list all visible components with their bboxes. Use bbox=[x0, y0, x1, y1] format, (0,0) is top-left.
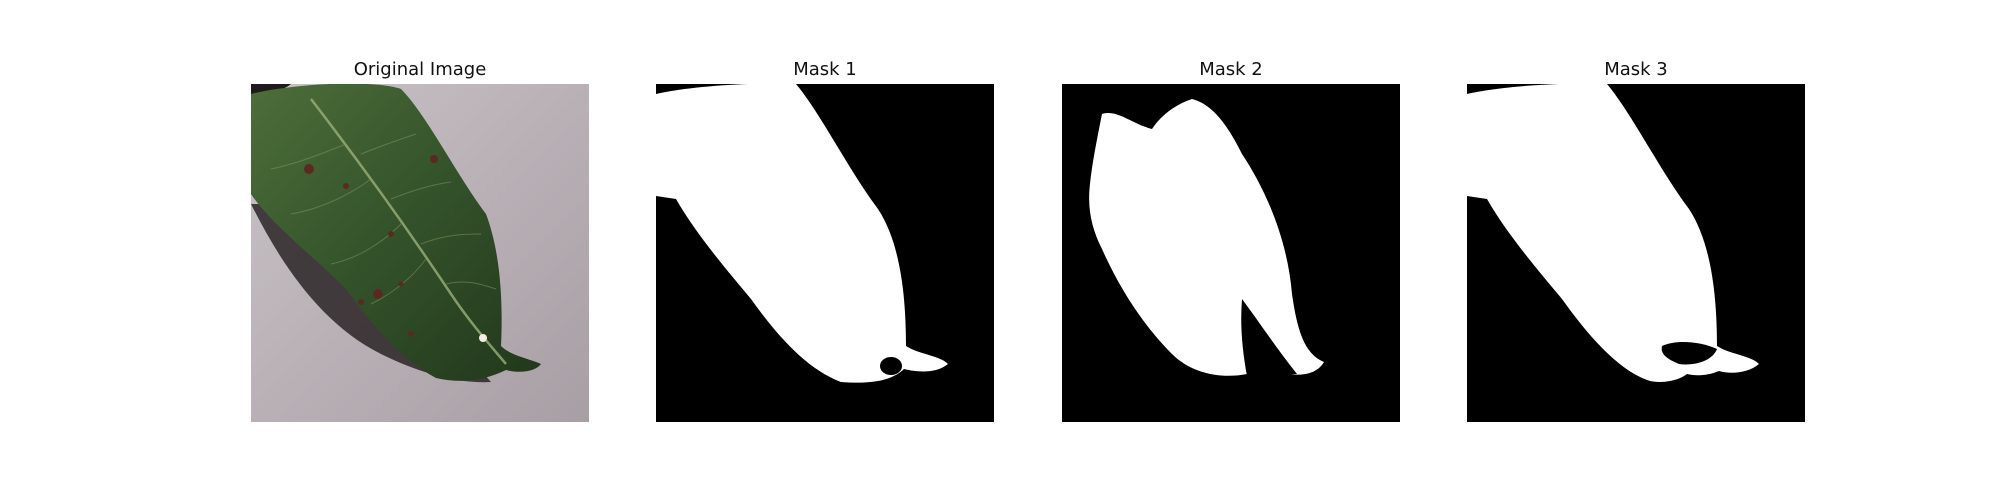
mask-2 bbox=[1062, 84, 1400, 422]
leaf-highlight bbox=[479, 334, 487, 342]
leaf bbox=[251, 84, 541, 381]
mask-hole bbox=[880, 357, 902, 375]
panel-mask-2: Mask 2 bbox=[1062, 58, 1400, 422]
panel-mask-1: Mask 1 bbox=[656, 58, 994, 422]
panel-title: Mask 3 bbox=[1604, 59, 1668, 80]
mask-3-image bbox=[1467, 84, 1805, 422]
panel-title: Original Image bbox=[353, 59, 487, 80]
mask-1 bbox=[656, 84, 994, 422]
leaf-spots bbox=[304, 155, 438, 337]
panel-title: Mask 1 bbox=[793, 59, 857, 80]
mask-3 bbox=[1467, 84, 1805, 422]
mask-hole bbox=[1661, 342, 1717, 365]
mask-gap bbox=[1241, 299, 1297, 376]
panel-mask-3: Mask 3 bbox=[1467, 58, 1805, 422]
panel-original-image: Original Image bbox=[251, 58, 589, 422]
original-leaf-image bbox=[251, 84, 589, 422]
mask-foreground bbox=[1467, 84, 1759, 382]
mask-1-image bbox=[656, 84, 994, 422]
mask-2-image bbox=[1062, 84, 1400, 422]
panel-title: Mask 2 bbox=[1199, 59, 1263, 80]
mask-foreground bbox=[656, 84, 948, 383]
leaf-photo bbox=[251, 84, 589, 422]
mask-foreground bbox=[1089, 99, 1324, 376]
